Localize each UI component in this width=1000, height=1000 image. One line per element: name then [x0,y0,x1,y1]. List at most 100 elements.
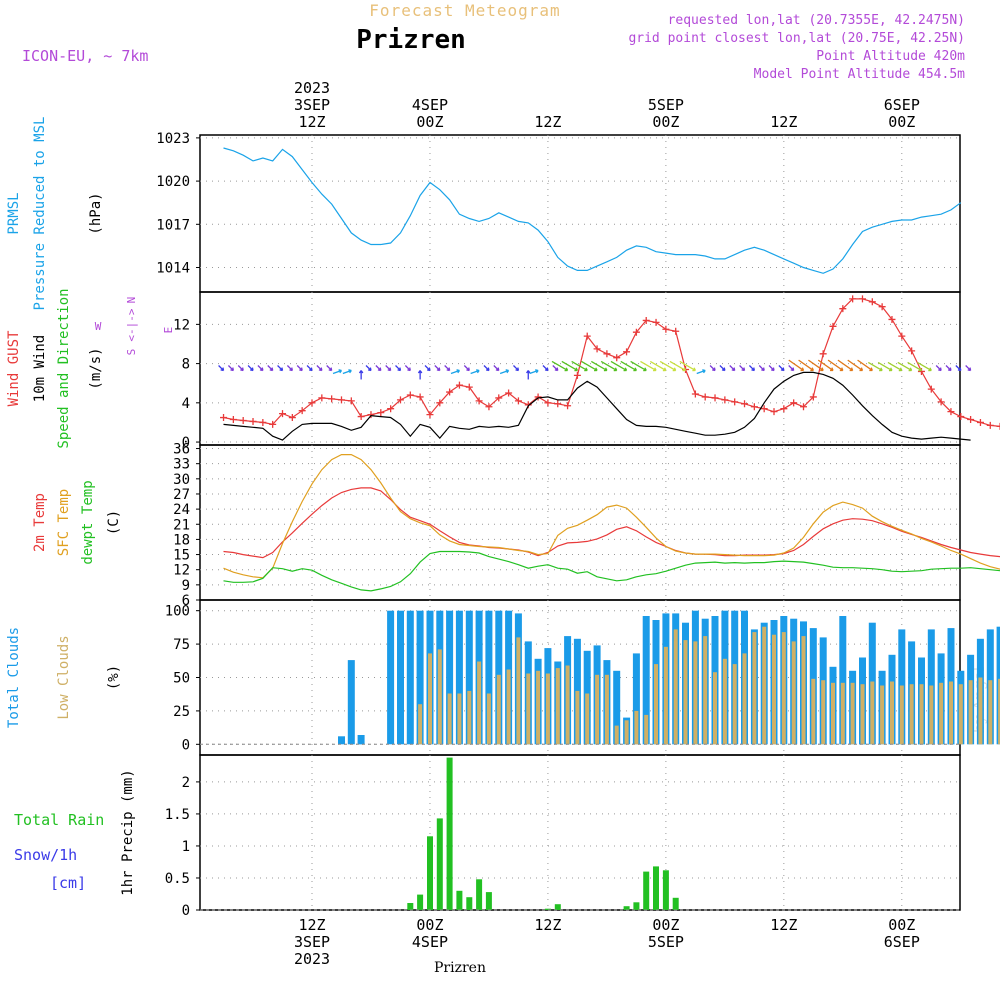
bar [899,685,904,745]
gust-marker [347,397,355,405]
y-tick-label: 12 [173,317,190,333]
y-tick-label: 1 [182,839,190,855]
bar [642,616,650,745]
bar [909,684,914,745]
wind-arrow-head [957,367,962,372]
wind-arrow-head [387,367,392,372]
gust-marker [750,403,758,411]
time-label-top: 12Z [534,113,561,131]
wind-arrow-head [839,367,844,372]
panel-label: PRMSL [6,192,22,234]
wind-arrow [600,360,618,372]
wind-arrow [649,360,667,372]
wind-arrow-head [820,367,824,372]
bar [575,690,580,745]
panel-label: Low Clouds [56,635,72,719]
wind-arrow-head [574,367,578,372]
y-tick-label: 50 [173,671,190,687]
gust-marker [849,295,857,303]
series-line [223,550,1000,592]
gust-marker [613,354,621,362]
model-altitude: Model Point Altitude 454.5m [754,67,965,82]
y-tick-label: 6 [182,593,190,609]
snow-unit-label: [cm] [50,874,86,892]
gust-marker [868,298,876,306]
wind-arrow-head [603,367,608,372]
bar [632,653,640,745]
bar [732,664,737,745]
requested-coords: requested lon,lat (20.7355E, 42.2475N) [668,13,965,28]
y-tick-label: 1023 [156,131,190,147]
bar [428,653,432,745]
wind-arrow-head [859,367,864,372]
time-label-top: 3SEP [294,96,330,114]
wind-arrow-head [240,367,244,372]
gust-marker [229,416,237,423]
time-label-bottom: 00Z [888,916,915,934]
bar [604,674,609,745]
bar [968,680,973,745]
wind-arrow-head [888,367,893,372]
bar [436,818,443,910]
bar [417,894,424,910]
wind-arrow [907,361,922,372]
bar [418,704,423,745]
wind-arrow-head [810,367,814,372]
gust-marker [377,409,385,417]
series-line [223,487,1000,559]
panel-frame [199,444,961,601]
wind-arrow-head [829,367,834,372]
wind-arrow-head [554,367,559,372]
time-label-bottom: 12Z [298,916,325,934]
point-altitude: Point Altitude 420m [816,49,965,64]
gust-marker [760,405,768,413]
bar [545,673,550,745]
wind-arrow-head [790,367,795,372]
wind-arrow [551,360,568,372]
time-label-top: 00Z [888,113,915,131]
bar [506,669,511,745]
wind-arrow-head [338,369,343,374]
bar [821,680,826,745]
gust-marker [780,405,788,413]
bar [477,661,482,745]
wind-arrow-head [259,367,264,372]
bar [485,610,493,745]
bar [437,649,442,745]
bar [673,629,678,745]
bar [831,682,835,745]
wind-arrow-head [269,367,274,372]
wind-arrow-head [308,367,313,372]
y-tick-label: 2 [182,775,190,791]
wind-arrow [808,359,824,371]
compass-indicator: <-|-> N E S W [95,297,175,356]
wind-arrow-head [682,367,687,372]
bar [614,725,619,745]
gust-marker [623,348,631,356]
y-tick-label: 1014 [156,261,190,277]
bar [455,610,463,745]
wind-arrow-head [446,367,451,372]
bar [693,641,698,745]
gust-marker [505,389,513,397]
wind-arrow-head [938,367,942,372]
y-tick-label: 15 [173,548,190,564]
wind-arrow-head [800,367,805,372]
model-name: ICON-EU, ~ 7km [22,47,148,65]
time-label-bottom: 12Z [770,916,797,934]
gust-marker [711,394,719,402]
gust-marker [387,405,395,413]
wind-arrow [499,369,509,375]
wind-arrow-head [672,367,677,372]
gust-marker [485,403,493,411]
bar [988,680,993,745]
wind-arrow-head [584,367,588,372]
y-tick-label: 100 [165,604,190,620]
wind-arrow-head [721,367,726,372]
bar [427,836,433,910]
panel-wind: 0 4 8 12 Wind GUST 10m Wind Speed and Directio… [6,288,1000,451]
gust-marker [957,413,965,421]
gust-marker [544,399,552,407]
wind-arrow [867,361,883,372]
panel-label: Total Clouds [6,627,22,728]
